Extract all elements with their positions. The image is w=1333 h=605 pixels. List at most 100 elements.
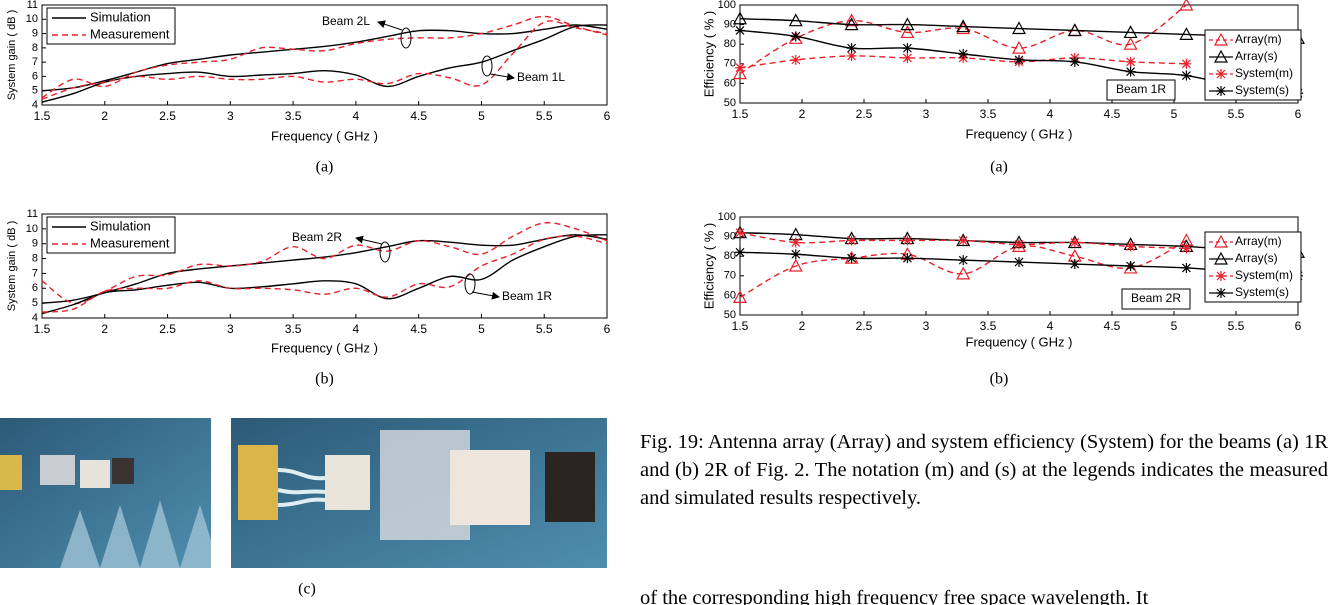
x-tick-label: 2: [101, 109, 108, 123]
marker-triangle: [1011, 40, 1027, 54]
legend-label: Array(m): [1235, 234, 1282, 248]
marker-asterisk: [1069, 237, 1080, 248]
annotation: Beam 2R: [1131, 291, 1181, 305]
x-tick-label: 2: [799, 107, 806, 121]
x-axis-label: Frequency ( GHz ): [271, 128, 378, 143]
annotation: Beam 2L: [322, 14, 370, 28]
x-tick-label: 6: [1295, 107, 1302, 121]
x-tick-label: 4.5: [1104, 107, 1121, 121]
x-tick-label: 4: [353, 109, 360, 123]
x-tick-label: 1.5: [732, 319, 749, 333]
legend-label: Simulation: [90, 9, 151, 24]
marker-triangle: [788, 258, 803, 272]
y-tick-label: 100: [718, 0, 736, 11]
marker-asterisk: [902, 235, 913, 246]
y-tick-label: 60: [724, 77, 736, 89]
marker-asterisk: [1125, 261, 1136, 271]
y-tick-label: 80: [724, 250, 736, 262]
annotation-ellipse: [481, 55, 493, 77]
x-tick-label: 5.5: [1228, 319, 1245, 333]
x-tick-label: 3.5: [980, 319, 997, 333]
y-tick-label: 60: [724, 289, 736, 301]
annotation: Beam 1L: [517, 70, 565, 84]
marker-triangle: [1179, 27, 1194, 40]
y-tick-label: 10: [26, 13, 38, 25]
subfigure-label: (b): [990, 371, 1009, 388]
x-tick-label: 4.5: [410, 322, 427, 336]
x-tick-label: 2: [101, 322, 108, 336]
y-axis-label: System gain ( dB ): [6, 221, 18, 311]
x-tick-label: 4.5: [410, 109, 427, 123]
y-tick-label: 5: [32, 85, 38, 97]
y-tick-label: 70: [724, 270, 736, 282]
legend-label: System(s): [1235, 285, 1289, 299]
annotation-box: [1106, 79, 1176, 101]
annotation-ellipse: [379, 241, 391, 263]
marker-triangle: [1213, 32, 1229, 46]
x-tick-label: 2: [799, 319, 806, 333]
x-tick-label: 3.5: [980, 107, 997, 121]
marker-triangle: [732, 11, 748, 25]
marker-asterisk: [1181, 70, 1192, 81]
x-tick-label: 3.5: [285, 109, 302, 123]
x-tick-label: 4: [1047, 319, 1054, 333]
legend-label: Array(s): [1235, 49, 1278, 63]
marker-asterisk: [1125, 56, 1136, 67]
body-text: of the corresponding high frequency free…: [640, 587, 1149, 605]
marker-asterisk: [958, 49, 969, 59]
x-tick-label: 3.5: [285, 322, 302, 336]
x-tick-label: 3: [923, 107, 930, 121]
marker-asterisk: [1216, 288, 1226, 298]
marker-asterisk: [902, 43, 913, 54]
y-tick-label: 70: [724, 58, 736, 70]
y-tick-label: 5: [32, 297, 38, 309]
marker-asterisk: [1069, 259, 1080, 270]
y-tick-label: 90: [724, 231, 736, 243]
marker-asterisk: [790, 31, 801, 42]
series-line: [739, 239, 1187, 298]
legend-label: System(m): [1235, 66, 1293, 80]
y-tick-label: 80: [724, 38, 736, 50]
marker-asterisk: [1014, 257, 1024, 268]
x-tick-label: 5: [1171, 107, 1178, 121]
marker-asterisk: [902, 253, 913, 264]
marker-asterisk: [846, 253, 857, 264]
y-axis-label: Efficiency ( % ): [701, 223, 716, 309]
marker-triangle: [956, 21, 971, 35]
figure-caption: Fig. 19: Antenna array (Array) and syste…: [640, 431, 1328, 509]
marker-triangle: [1213, 251, 1229, 265]
x-tick-label: 6: [604, 109, 611, 123]
legend-label: Array(s): [1235, 251, 1278, 265]
marker-triangle: [956, 19, 971, 33]
legend-label: System(m): [1235, 268, 1293, 282]
marker-triangle: [788, 13, 803, 27]
annotation: Beam 2R: [292, 230, 342, 244]
series-line: [41, 20, 608, 100]
series-line: [41, 15, 608, 99]
x-tick-label: 4.5: [1104, 319, 1121, 333]
photo-right: [231, 418, 607, 568]
marker-triangle: [1067, 23, 1082, 37]
marker-asterisk: [958, 235, 969, 246]
legend-label: Measurement: [90, 26, 170, 41]
series-line: [41, 234, 608, 304]
series-line: [739, 4, 1187, 75]
series-line: [739, 18, 1299, 40]
marker-asterisk: [1014, 54, 1024, 65]
marker-triangle: [1213, 49, 1229, 63]
annotation-box: [1121, 288, 1191, 310]
marker-asterisk: [735, 247, 745, 258]
y-tick-label: 50: [724, 309, 736, 321]
marker-asterisk: [1216, 86, 1226, 96]
legend-box: [46, 216, 176, 254]
marker-triangle: [1123, 25, 1138, 39]
y-tick-label: 4: [32, 99, 38, 111]
marker-asterisk: [735, 62, 745, 73]
subfigure-label: (a): [316, 159, 334, 176]
x-axis-label: Frequency ( GHz ): [271, 340, 378, 355]
marker-asterisk: [846, 50, 857, 61]
y-tick-label: 8: [32, 252, 38, 264]
x-tick-label: 5.5: [536, 109, 553, 123]
